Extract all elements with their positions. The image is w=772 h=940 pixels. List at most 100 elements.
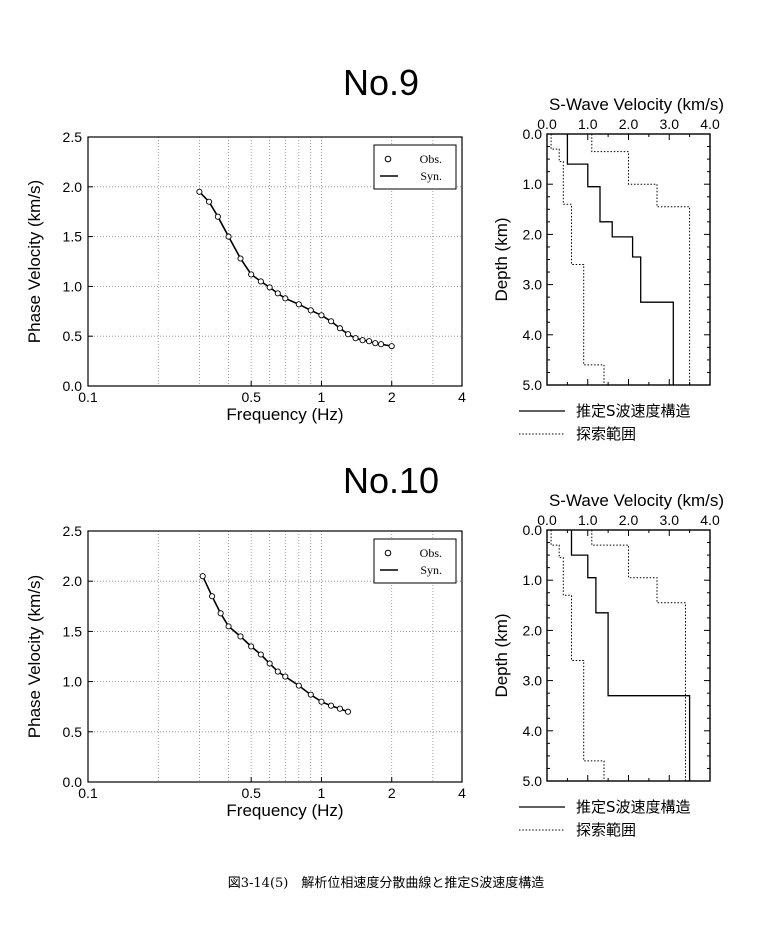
obs-data-point bbox=[274, 668, 281, 675]
panel-title-no9: No.9 bbox=[343, 62, 420, 103]
y-tick-label: 5.0 bbox=[523, 773, 543, 789]
x-tick-label: 1.0 bbox=[578, 512, 598, 528]
syn-series-line bbox=[198, 191, 392, 347]
obs-data-point bbox=[199, 573, 206, 580]
obs-data-point bbox=[214, 213, 221, 220]
panel-title-no10: No.10 bbox=[343, 460, 440, 501]
y-tick-label: 1.0 bbox=[63, 674, 83, 690]
y-tick-label: 2.0 bbox=[523, 226, 543, 242]
x-tick-label: 2.0 bbox=[619, 512, 639, 528]
estimated-profile-line bbox=[566, 134, 674, 385]
obs-data-point bbox=[282, 295, 289, 302]
obs-data-point bbox=[257, 651, 264, 658]
legend-obs-label: Obs. bbox=[420, 152, 442, 166]
x-axis-label: S-Wave Velocity (km/s) bbox=[549, 491, 724, 510]
y-tick-label: 2.0 bbox=[63, 573, 83, 589]
syn-series-line bbox=[201, 575, 349, 713]
obs-data-point bbox=[328, 318, 335, 325]
legend-obs-marker bbox=[384, 549, 392, 557]
y-tick-label: 1.0 bbox=[63, 278, 83, 294]
obs-data-point bbox=[352, 335, 359, 342]
y-tick-label: 3.0 bbox=[523, 277, 543, 293]
obs-data-point bbox=[237, 255, 244, 262]
y-tick-label: 0.5 bbox=[63, 724, 83, 740]
obs-data-point bbox=[359, 337, 366, 344]
y-tick-label: 5.0 bbox=[523, 377, 543, 393]
plot-frame bbox=[87, 136, 463, 387]
search-range-line bbox=[550, 530, 605, 781]
legend-obs-label: Obs. bbox=[420, 546, 442, 560]
x-tick-label: 4 bbox=[458, 785, 466, 801]
y-tick-label: 3.0 bbox=[523, 673, 543, 689]
obs-data-point bbox=[336, 325, 343, 332]
legend-search-label: 探索範囲 bbox=[576, 425, 636, 443]
x-tick-label: 0.5 bbox=[241, 785, 261, 801]
obs-data-point bbox=[366, 338, 373, 345]
obs-data-point bbox=[266, 284, 273, 291]
obs-data-point bbox=[318, 698, 325, 705]
x-tick-label: 4.0 bbox=[700, 512, 720, 528]
x-tick-label: 0.1 bbox=[78, 389, 98, 405]
obs-data-point bbox=[336, 705, 343, 712]
y-tick-label: 0.0 bbox=[63, 378, 83, 394]
y-tick-label: 1.5 bbox=[63, 623, 83, 639]
legend-syn-label: Syn. bbox=[420, 169, 442, 183]
obs-data-point bbox=[237, 633, 244, 640]
legend-estimated-label: 推定S波速度構造 bbox=[576, 402, 691, 420]
y-tick-label: 1.5 bbox=[63, 229, 83, 245]
x-tick-label: 1.0 bbox=[578, 116, 598, 132]
y-tick-label: 2.0 bbox=[63, 179, 83, 195]
obs-data-point bbox=[282, 673, 289, 680]
x-tick-label: 1 bbox=[318, 389, 326, 405]
obs-data-point bbox=[295, 682, 302, 689]
obs-data-point bbox=[248, 643, 255, 650]
y-tick-label: 0.5 bbox=[63, 328, 83, 344]
x-tick-label: 0.0 bbox=[537, 116, 557, 132]
y-tick-label: 0.0 bbox=[523, 522, 543, 538]
search-range-line bbox=[591, 530, 686, 781]
obs-data-point bbox=[257, 278, 264, 285]
y-tick-label: 2.5 bbox=[63, 523, 83, 539]
y-tick-label: 0.0 bbox=[63, 774, 83, 790]
obs-data-point bbox=[318, 312, 325, 319]
obs-data-point bbox=[307, 307, 314, 314]
x-tick-label: 2 bbox=[388, 785, 396, 801]
obs-data-point bbox=[344, 331, 352, 338]
legend-box bbox=[373, 538, 457, 584]
x-tick-label: 1 bbox=[318, 785, 326, 801]
obs-data-point bbox=[274, 290, 281, 297]
y-tick-label: 2.5 bbox=[63, 129, 83, 145]
y-tick-label: 1.0 bbox=[523, 176, 543, 192]
estimated-profile-line bbox=[570, 530, 691, 781]
x-tick-label: 0.5 bbox=[241, 389, 261, 405]
y-tick-label: 0.0 bbox=[523, 126, 543, 142]
search-range-line bbox=[591, 134, 691, 385]
x-tick-label: 4.0 bbox=[700, 116, 720, 132]
x-tick-label: 0.1 bbox=[78, 785, 98, 801]
y-tick-label: 2.0 bbox=[523, 622, 543, 638]
x-tick-label: 3.0 bbox=[660, 116, 680, 132]
obs-data-point bbox=[372, 340, 379, 347]
obs-data-point bbox=[295, 301, 302, 308]
legend-estimated-label: 推定S波速度構造 bbox=[576, 798, 691, 816]
y-tick-label: 4.0 bbox=[523, 723, 543, 739]
x-tick-label: 4 bbox=[458, 389, 466, 405]
x-axis-label: Frequency (Hz) bbox=[226, 801, 343, 820]
obs-data-point bbox=[344, 708, 352, 715]
x-axis-label: Frequency (Hz) bbox=[226, 405, 343, 424]
search-range-line bbox=[550, 134, 605, 385]
obs-data-point bbox=[217, 610, 224, 617]
legend-obs-marker bbox=[384, 155, 392, 163]
y-axis-label: Depth (km) bbox=[492, 613, 511, 697]
obs-data-point bbox=[307, 691, 314, 698]
obs-data-point bbox=[196, 188, 203, 195]
x-axis-label: S-Wave Velocity (km/s) bbox=[549, 95, 724, 114]
obs-data-point bbox=[248, 271, 255, 278]
obs-data-point bbox=[328, 702, 335, 709]
x-tick-label: 3.0 bbox=[660, 512, 680, 528]
legend-syn-label: Syn. bbox=[420, 563, 442, 577]
figure-caption: 図3-14(5) 解析位相速度分散曲線と推定S波速度構造 bbox=[227, 876, 545, 891]
plot-frame bbox=[87, 530, 463, 783]
obs-data-point bbox=[205, 198, 213, 205]
